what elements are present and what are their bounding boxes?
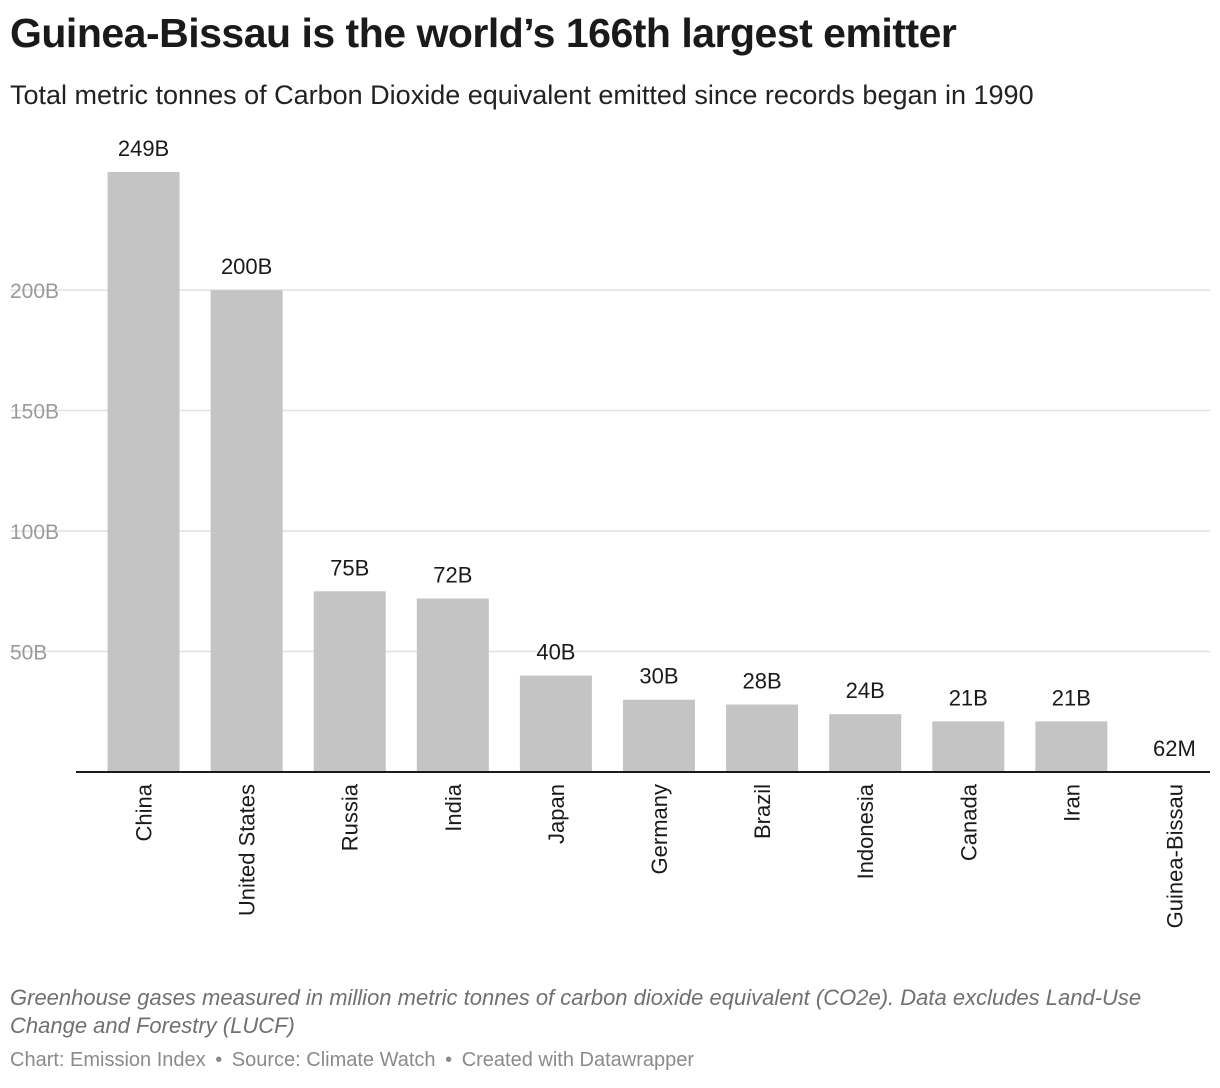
chart-notes: Greenhouse gases measured in million met… (10, 985, 1142, 1038)
value-label: 24B (846, 678, 885, 703)
y-tick-label: 100B (10, 521, 59, 544)
bar-india (416, 598, 489, 772)
x-tick-label: China (132, 783, 157, 841)
bars (107, 172, 1211, 772)
bar-canada (932, 721, 1005, 772)
x-tick-label: India (441, 783, 466, 831)
footer-source-credit: Source: Climate Watch (231, 1049, 436, 1071)
footer-chart-credit: Chart: Emission Index (10, 1049, 206, 1071)
value-label: 30B (639, 664, 678, 689)
chart-footer: Chart: Emission Index • Source: Climate … (10, 1049, 694, 1072)
x-tick-label: Guinea-Bissau (1162, 784, 1187, 928)
bar-united-states (210, 290, 283, 772)
bar-russia (313, 591, 386, 772)
footer-separator: • (445, 1049, 453, 1071)
value-label: 40B (536, 640, 575, 665)
x-tick-label: Iran (1059, 784, 1084, 822)
chart-title: Guinea-Bissau is the world’s 166th large… (10, 10, 957, 56)
x-tick-label: Brazil (750, 784, 775, 839)
footer-separator: • (215, 1049, 223, 1071)
x-tick-label: Germany (647, 784, 672, 874)
value-label: 75B (330, 555, 369, 580)
x-tick-label: Russia (338, 783, 363, 851)
value-label: 28B (743, 669, 782, 694)
grid-lines (10, 289, 1210, 653)
bar-china (107, 172, 180, 772)
value-label: 72B (433, 563, 472, 588)
bar-germany (623, 699, 695, 772)
y-tick-label: 150B (10, 401, 59, 424)
x-tick-label: Japan (544, 784, 569, 844)
value-label: 21B (949, 685, 988, 710)
x-tick-label: Indonesia (853, 783, 878, 879)
bar-japan (519, 675, 592, 772)
value-label: 200B (221, 254, 272, 279)
x-tick-label: Canada (956, 783, 981, 861)
bar-iran (1035, 721, 1108, 772)
value-label: 62M (1153, 736, 1196, 761)
chart-subtitle: Total metric tonnes of Carbon Dioxide eq… (10, 80, 1034, 110)
bar-brazil (726, 704, 799, 772)
footer-created-with: Created with Datawrapper (461, 1049, 695, 1071)
y-tick-label: 50B (10, 642, 47, 665)
bar-chart: 50B 100B 150B 200B 249B China 200B United State… (10, 136, 1211, 928)
value-label: 249B (118, 136, 169, 161)
value-label: 21B (1052, 685, 1091, 710)
y-tick-label: 200B (10, 280, 59, 303)
bar-indonesia (829, 714, 902, 772)
x-tick-label: United States (235, 784, 260, 916)
labels: 50B 100B 150B 200B 249B China 200B United State… (10, 136, 1196, 928)
